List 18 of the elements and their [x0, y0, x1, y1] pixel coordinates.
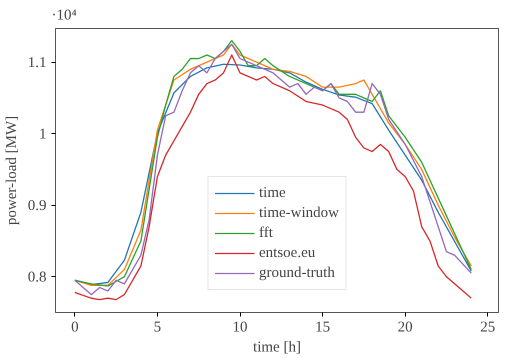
x-tick-label: 25 — [480, 320, 496, 336]
y-tick-label: 1.1 — [28, 55, 46, 72]
x-tick-label: 20 — [398, 320, 413, 336]
legend-label: fft — [259, 224, 274, 242]
x-axis-title: time [h] — [253, 340, 301, 356]
y-tick-label: 0.9 — [28, 198, 46, 214]
x-tick-label: 0 — [71, 320, 79, 336]
legend-label: time-window — [259, 204, 339, 222]
x-tick-label: 15 — [315, 320, 330, 336]
x-tick-label: 10 — [232, 320, 248, 336]
legend-label: time — [259, 184, 286, 202]
y-tick-label: 1 — [39, 126, 46, 143]
x-tick-label: 5 — [154, 320, 162, 336]
y-tick-label: 0.8 — [28, 270, 46, 286]
y-axis-title: power-load [MW] — [4, 116, 20, 226]
text: ·10⁴ — [52, 8, 77, 24]
legend-label: ground-truth — [259, 264, 335, 282]
legend-label: entsoe.eu — [259, 244, 316, 262]
